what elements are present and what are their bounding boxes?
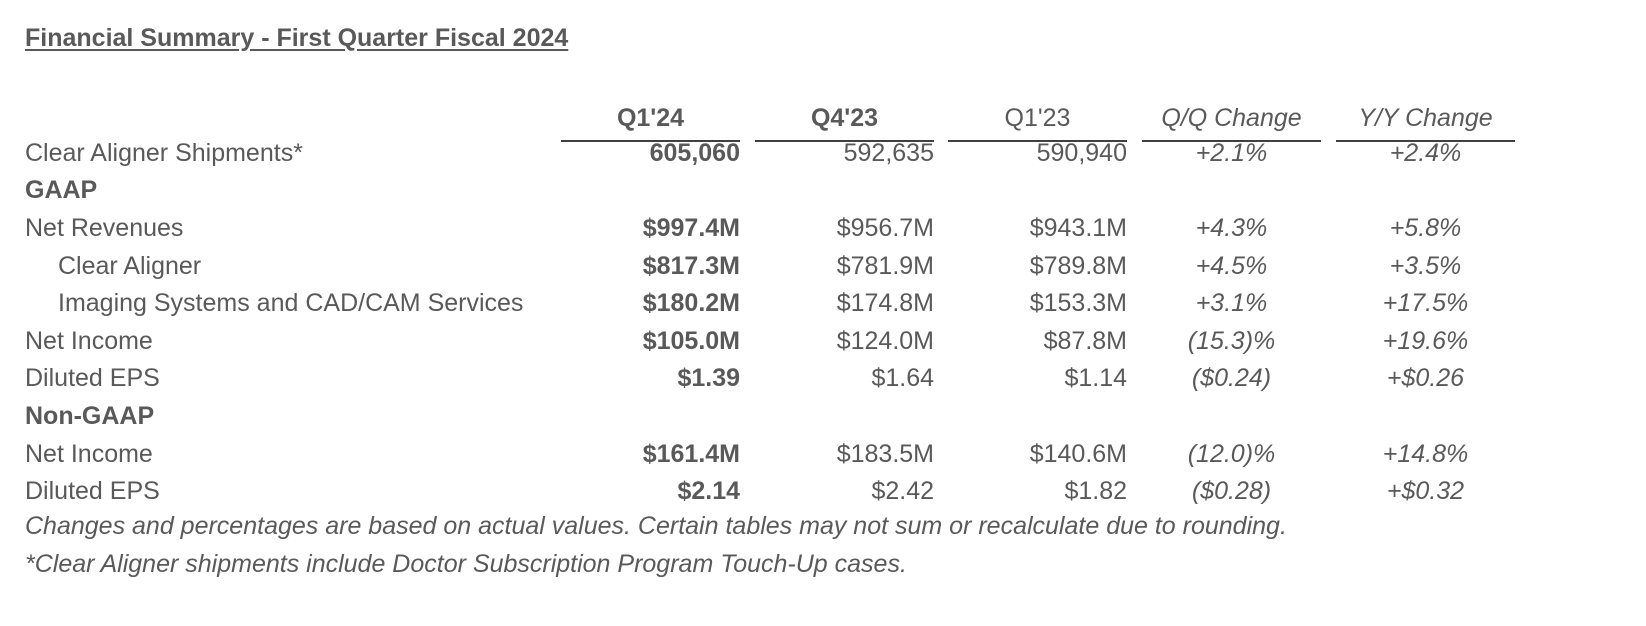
column-header-q1-23: Q1'23 (948, 100, 1127, 142)
row-label: Clear Aligner Shipments* (25, 139, 303, 167)
cell-yy-change: +14.8% (1382, 440, 1469, 468)
cell-q1-24: $161.4M (642, 440, 740, 468)
table-row-clear-aligner-shipments: Clear Aligner Shipments* 605,060 592,635… (0, 133, 1646, 173)
section-header-non-gaap: Non-GAAP (0, 396, 1646, 436)
cell-yy-change: +2.4% (1389, 139, 1462, 167)
cell-q1-24: $180.2M (642, 289, 740, 317)
cell-qq-change: (12.0)% (1187, 440, 1276, 468)
cell-qq-change: +4.5% (1195, 252, 1268, 280)
column-header-q1-24: Q1'24 (561, 100, 740, 142)
table-row-non-gaap-diluted-eps: Diluted EPS $2.14 $2.42 $1.82 ($0.28) +$… (0, 471, 1646, 511)
cell-qq-change: ($0.28) (1191, 477, 1272, 505)
cell-q1-24: $2.14 (677, 477, 740, 505)
cell-q1-24: 605,060 (649, 139, 740, 167)
table-row-net-revenues: Net Revenues $997.4M $956.7M $943.1M +4.… (0, 208, 1646, 248)
financial-summary-title: Financial Summary - First Quarter Fiscal… (25, 24, 569, 52)
row-label: Diluted EPS (25, 364, 160, 392)
table-row-imaging-systems: Imaging Systems and CAD/CAM Services $18… (0, 283, 1646, 323)
table-row-non-gaap-net-income: Net Income $161.4M $183.5M $140.6M (12.0… (0, 434, 1646, 474)
cell-q1-23: $87.8M (1043, 327, 1127, 355)
cell-q1-23: $943.1M (1029, 214, 1127, 242)
cell-q1-24: $105.0M (642, 327, 740, 355)
row-label: Imaging Systems and CAD/CAM Services (58, 289, 524, 317)
cell-q4-23: 592,635 (843, 139, 934, 167)
row-label: Diluted EPS (25, 477, 160, 505)
section-header-gaap: GAAP (0, 170, 1646, 210)
cell-yy-change: +5.8% (1389, 214, 1462, 242)
column-header-qq-change: Q/Q Change (1142, 100, 1321, 142)
row-label: Net Income (25, 327, 153, 355)
cell-q1-24: $817.3M (642, 252, 740, 280)
cell-q1-23: $153.3M (1029, 289, 1127, 317)
column-header-q4-23: Q4'23 (755, 100, 934, 142)
cell-qq-change: (15.3)% (1187, 327, 1276, 355)
section-label: Non-GAAP (25, 402, 155, 430)
cell-yy-change: +$0.26 (1386, 364, 1465, 392)
cell-q1-23: $1.82 (1064, 477, 1127, 505)
column-header-yy-change: Y/Y Change (1336, 100, 1515, 142)
cell-q4-23: $124.0M (836, 327, 934, 355)
cell-q1-23: 590,940 (1036, 139, 1127, 167)
table-row-gaap-diluted-eps: Diluted EPS $1.39 $1.64 $1.14 ($0.24) +$… (0, 358, 1646, 398)
cell-q1-24: $997.4M (642, 214, 740, 242)
cell-q4-23: $183.5M (836, 440, 934, 468)
cell-yy-change: +3.5% (1389, 252, 1462, 280)
cell-qq-change: +3.1% (1195, 289, 1268, 317)
cell-yy-change: +17.5% (1382, 289, 1469, 317)
row-label: Net Income (25, 440, 153, 468)
cell-q1-23: $789.8M (1029, 252, 1127, 280)
row-label: Net Revenues (25, 214, 184, 242)
cell-q1-23: $140.6M (1029, 440, 1127, 468)
cell-yy-change: +19.6% (1382, 327, 1469, 355)
cell-qq-change: +2.1% (1195, 139, 1268, 167)
cell-yy-change: +$0.32 (1386, 477, 1465, 505)
table-row-gaap-net-income: Net Income $105.0M $124.0M $87.8M (15.3)… (0, 321, 1646, 361)
cell-q1-24: $1.39 (677, 364, 740, 392)
shipments-footnote: *Clear Aligner shipments include Doctor … (25, 550, 907, 578)
cell-q4-23: $956.7M (836, 214, 934, 242)
cell-q4-23: $174.8M (836, 289, 934, 317)
cell-qq-change: +4.3% (1195, 214, 1268, 242)
rounding-footnote: Changes and percentages are based on act… (25, 512, 1287, 540)
cell-qq-change: ($0.24) (1191, 364, 1272, 392)
cell-q4-23: $1.64 (871, 364, 934, 392)
section-label: GAAP (25, 176, 98, 204)
cell-q4-23: $781.9M (836, 252, 934, 280)
cell-q1-23: $1.14 (1064, 364, 1127, 392)
row-label: Clear Aligner (58, 252, 202, 280)
cell-q4-23: $2.42 (871, 477, 934, 505)
table-row-clear-aligner: Clear Aligner $817.3M $781.9M $789.8M +4… (0, 246, 1646, 286)
